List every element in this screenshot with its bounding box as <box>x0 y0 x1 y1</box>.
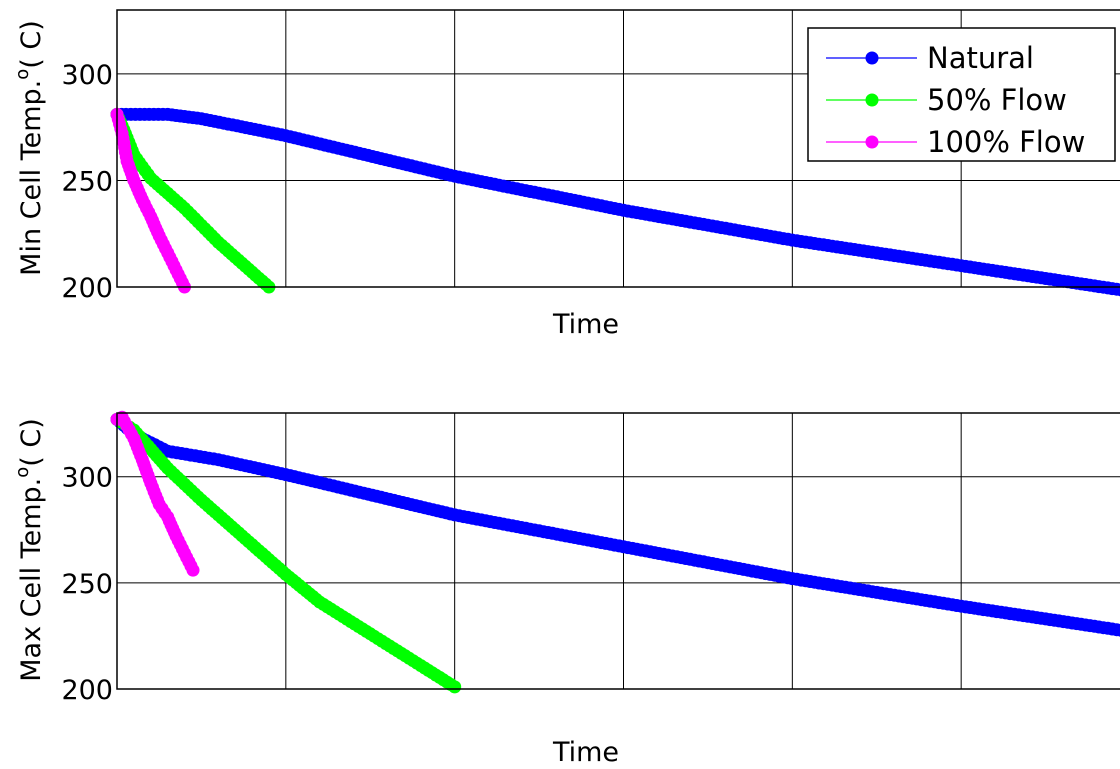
series-100-flow <box>110 107 191 294</box>
y-axis-label-top-unit: ( C) <box>16 20 47 69</box>
data-point <box>448 680 462 694</box>
y-axis-label-top-sup: o <box>12 69 33 80</box>
x-axis-label-top: Time <box>552 309 619 340</box>
series-100-flow <box>110 410 200 577</box>
plot-frame-bottom <box>116 412 1120 690</box>
y-axis-label-top-main: Min Cell Temp. <box>16 80 47 276</box>
min-cell-temp-plot: 200 250 300 Time Min Cell Temp.o( C) Natur… <box>12 9 1120 340</box>
plot-frame-top <box>116 9 1120 288</box>
legend: Natural 50% Flow 100% Flow <box>807 27 1116 162</box>
y-axis-label-bottom-sup: o <box>12 467 33 478</box>
y-tick-label-300: 300 <box>61 60 113 91</box>
series-group-bottom <box>110 410 1120 694</box>
y-axis-label-bottom: Max Cell Temp.o( C) <box>12 418 47 682</box>
legend-label-2: 100% Flow <box>927 125 1085 159</box>
max-cell-temp-plot: 200 250 300 Time Max Cell Temp.o( C) <box>12 410 1120 768</box>
y-axis-label-top: Min Cell Temp.o( C) <box>12 20 47 276</box>
data-point <box>186 563 200 577</box>
y-tick-label-200: 200 <box>61 273 113 304</box>
series-natural <box>110 107 1120 297</box>
y-tick-label-300: 300 <box>61 463 113 494</box>
series-natural <box>110 412 1120 637</box>
x-axis-label-bottom: Time <box>552 737 619 768</box>
y-tick-label-250: 250 <box>61 166 113 197</box>
series-group-top <box>110 107 1120 297</box>
legend-label-1: 50% Flow <box>927 83 1067 117</box>
y-ticks-top: 200 250 300 <box>61 60 113 304</box>
y-axis-label-bottom-unit: ( C) <box>16 418 47 467</box>
y-axis-label-bottom-main: Max Cell Temp. <box>16 478 47 682</box>
legend-marker-0 <box>865 51 879 65</box>
legend-box <box>807 27 1116 162</box>
y-tick-label-200: 200 <box>61 675 113 706</box>
legend-marker-1 <box>865 93 879 107</box>
y-ticks-bottom: 200 250 300 <box>61 463 113 706</box>
legend-label-0: Natural <box>927 41 1034 75</box>
y-tick-label-250: 250 <box>61 569 113 600</box>
data-point <box>1114 623 1120 637</box>
legend-marker-2 <box>865 135 879 149</box>
